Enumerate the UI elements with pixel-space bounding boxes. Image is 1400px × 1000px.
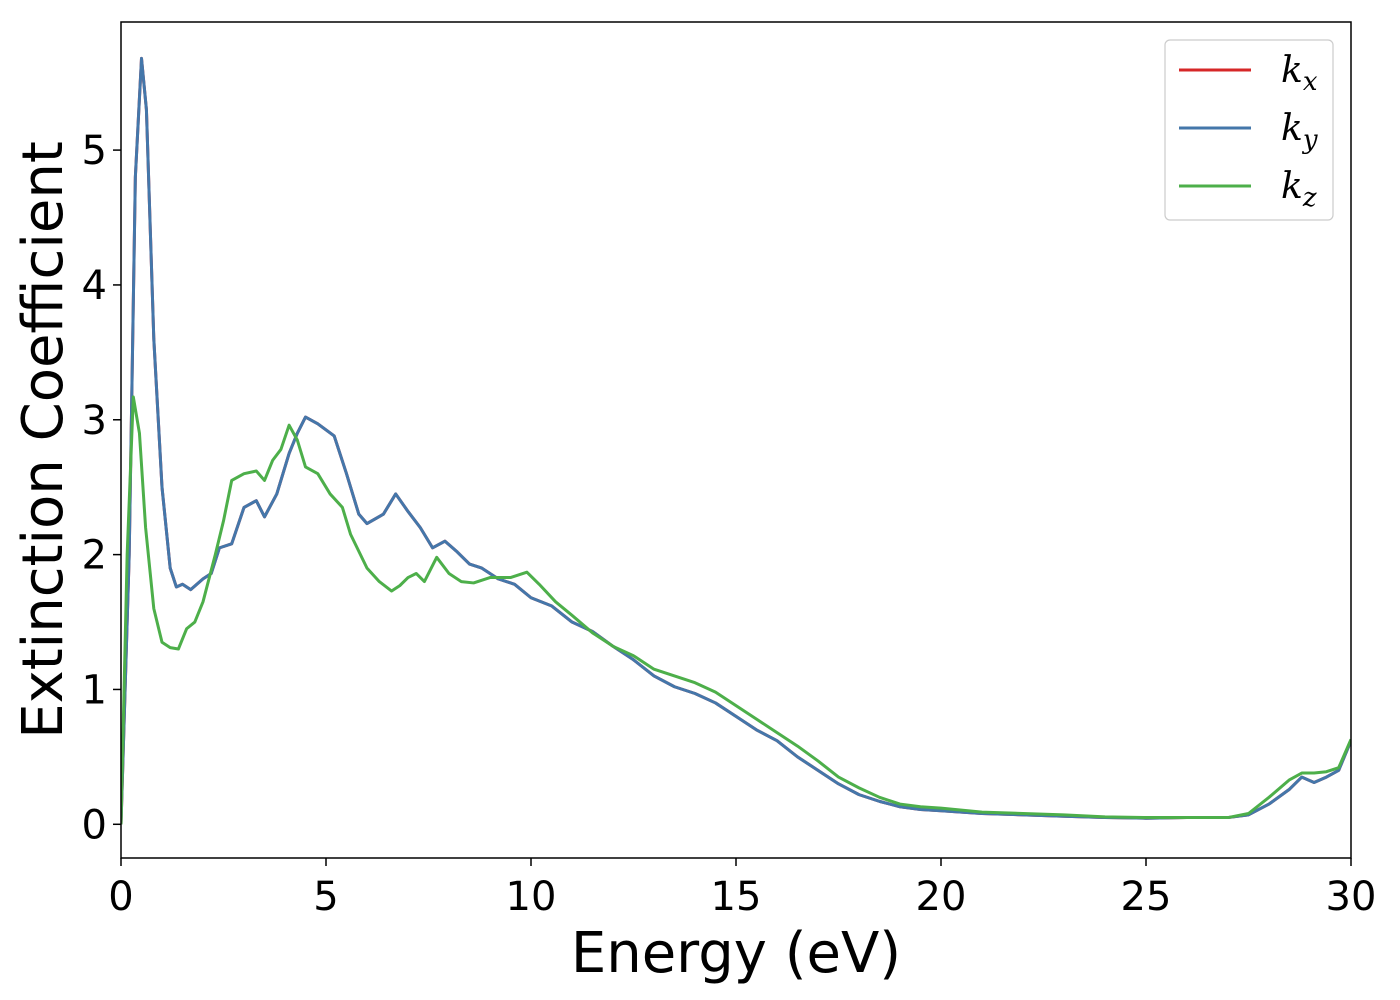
x-tick-label-30: 30 xyxy=(1326,874,1377,920)
legend-label-z: kz xyxy=(1281,166,1317,213)
axes-layer: 0 5 10 15 20 25 30 0 1 2 3 4 5 xyxy=(82,21,1377,920)
series-layer xyxy=(121,56,1351,825)
x-tick-label-15: 15 xyxy=(711,874,762,920)
y-tick-label-4: 4 xyxy=(82,263,107,309)
x-tick-label-25: 25 xyxy=(1121,874,1172,920)
legend-label-y: ky xyxy=(1281,108,1318,155)
x-tick-label-0: 0 xyxy=(108,874,133,920)
x-axis-label: Energy (eV) xyxy=(571,921,901,986)
y-tick-label-2: 2 xyxy=(82,533,107,579)
y-tick-label-0: 0 xyxy=(82,802,107,848)
y-tick-label-3: 3 xyxy=(82,398,107,444)
x-tick-label-20: 20 xyxy=(916,874,967,920)
y-tick-label-5: 5 xyxy=(82,128,107,174)
x-tick-label-10: 10 xyxy=(506,874,557,920)
legend-box xyxy=(1164,39,1334,221)
y-tick-label-1: 1 xyxy=(82,667,107,713)
legend: kx ky kz xyxy=(1164,39,1334,221)
legend-label-x: kx xyxy=(1281,50,1318,97)
x-tick-label-5: 5 xyxy=(313,874,338,920)
series-line-z xyxy=(121,395,1351,825)
y-axis-label: Extinction Coefficient xyxy=(11,141,76,739)
